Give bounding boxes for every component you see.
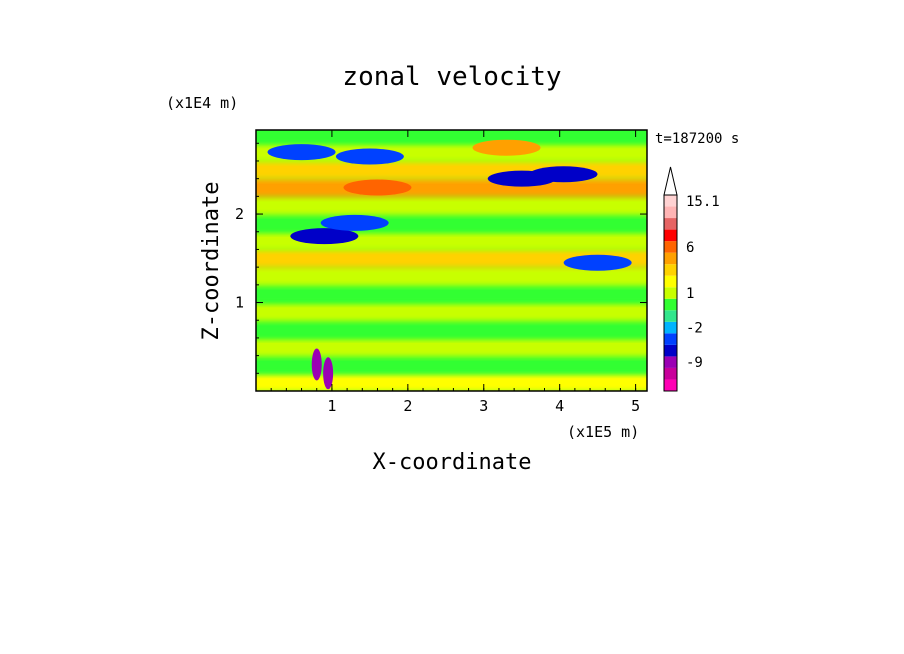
field-band [256, 283, 647, 304]
y-tick-label: 1 [235, 294, 244, 312]
y-tick-label: 2 [235, 205, 244, 223]
field-feature [323, 357, 334, 390]
x-tick-label: 2 [403, 397, 412, 415]
colorbar-label: 6 [686, 240, 694, 256]
field-band [256, 248, 647, 269]
time-label: t=187200 s [655, 131, 739, 147]
colorbar-swatch [664, 333, 677, 345]
velocity-field [256, 130, 647, 391]
colorbar-label: 15.1 [686, 194, 720, 210]
field-band [256, 177, 647, 198]
colorbar-swatch [664, 229, 677, 242]
x-axis: 1 2 3 4 5 [270, 130, 640, 415]
plot-frame [255, 129, 648, 392]
colorbar-swatch [664, 241, 677, 253]
colorbar-frame [663, 194, 678, 392]
colorbar-label: 1 [686, 286, 694, 302]
y-axis-title: Z-coordinate [199, 182, 224, 341]
colorbar-swatch [664, 206, 677, 219]
field-feature [563, 254, 632, 271]
colorbar-arrow [663, 166, 678, 196]
x-tick-label: 5 [631, 397, 640, 415]
x-axis-title: X-coordinate [373, 450, 532, 475]
colorbar-swatch [664, 264, 677, 276]
field-feature [290, 228, 359, 245]
field-band [256, 319, 647, 339]
colorbar-swatch [664, 367, 677, 380]
colorbar-swatch [664, 310, 677, 322]
x-unit-label: (x1E5 m) [567, 423, 639, 441]
field-feature [343, 179, 412, 196]
colorbar-swatch [664, 379, 677, 391]
y-axis: 12 [235, 142, 647, 374]
colorbar-swatch [664, 344, 677, 357]
field-band [256, 372, 647, 391]
field-feature [529, 166, 598, 183]
colorbar-swatch [664, 275, 677, 288]
field-band [256, 354, 647, 375]
field-band [256, 266, 647, 286]
colorbar-swatch [664, 356, 677, 368]
colorbar-label: -2 [686, 321, 703, 337]
field-band [256, 336, 647, 357]
colorbar-swatch [664, 195, 677, 207]
field-feature [320, 214, 389, 231]
field-band [256, 301, 647, 322]
field-band [256, 195, 647, 216]
field-band [256, 130, 647, 145]
chart-title: zonal velocity [342, 62, 561, 92]
colorbar-label: -9 [686, 355, 703, 371]
x-tick-label: 4 [555, 397, 564, 415]
y-unit-label: (x1E4 m) [166, 94, 238, 112]
field-feature [311, 348, 322, 381]
colorbar-swatch [664, 321, 677, 334]
x-tick-label: 1 [327, 397, 336, 415]
field-feature [335, 148, 404, 165]
field-feature [472, 139, 541, 156]
colorbar-swatch [664, 252, 677, 265]
colorbar-swatch [664, 218, 677, 230]
x-tick-label: 3 [479, 397, 488, 415]
field-feature [267, 144, 336, 161]
colorbar-swatch [664, 298, 677, 311]
colorbar: 15.1 6 1 -2 -9 [663, 166, 720, 392]
colorbar-swatch [664, 287, 677, 299]
